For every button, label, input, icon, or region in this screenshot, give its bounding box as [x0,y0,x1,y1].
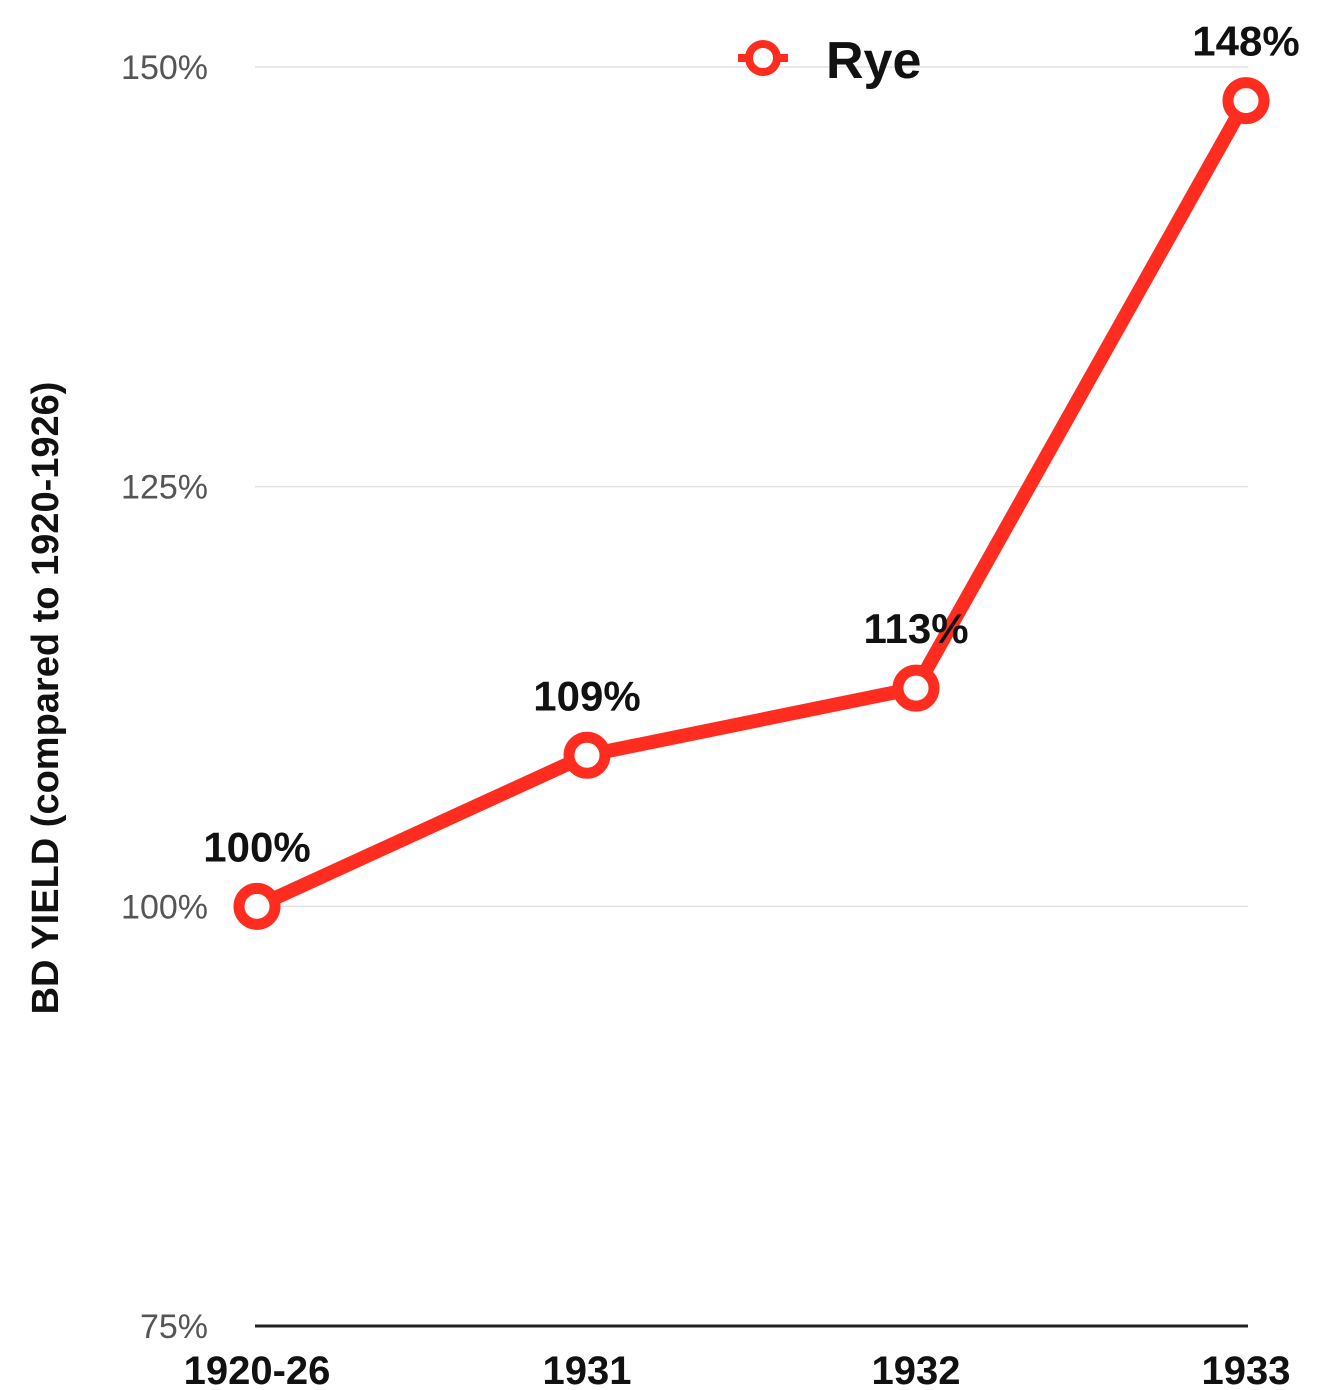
x-axis-ticks: 1920-26 1931 1932 1933 [184,1349,1291,1390]
data-labels: 100% 109% 113% 148% [203,18,1299,871]
x-tick-label: 1932 [872,1349,961,1390]
data-point [563,731,611,779]
legend-label-rye: Rye [826,32,921,90]
y-tick-label: 125% [121,469,208,507]
data-point [1222,77,1270,125]
legend: Rye [738,32,921,90]
legend-swatch-marker [745,40,781,76]
data-point [892,664,940,712]
data-point [233,882,281,930]
x-tick-label: 1920-26 [184,1349,331,1390]
y-tick-label: 100% [121,888,208,926]
y-tick-label: 150% [121,49,208,87]
x-tick-label: 1931 [543,1349,632,1390]
series-line-rye [250,93,1253,914]
x-tick-label: 1933 [1202,1349,1291,1390]
y-axis-title: BD YIELD (compared to 1920-1926) [25,382,67,1015]
series-rye [233,77,1270,930]
data-label: 148% [1192,18,1299,65]
data-label: 100% [203,823,310,870]
y-tick-label: 75% [140,1308,208,1346]
data-label: 109% [533,672,640,719]
y-axis-ticks: 75% 100% 125% 150% [121,49,208,1346]
gridlines [255,66,1248,908]
data-label: 113% [863,605,968,652]
